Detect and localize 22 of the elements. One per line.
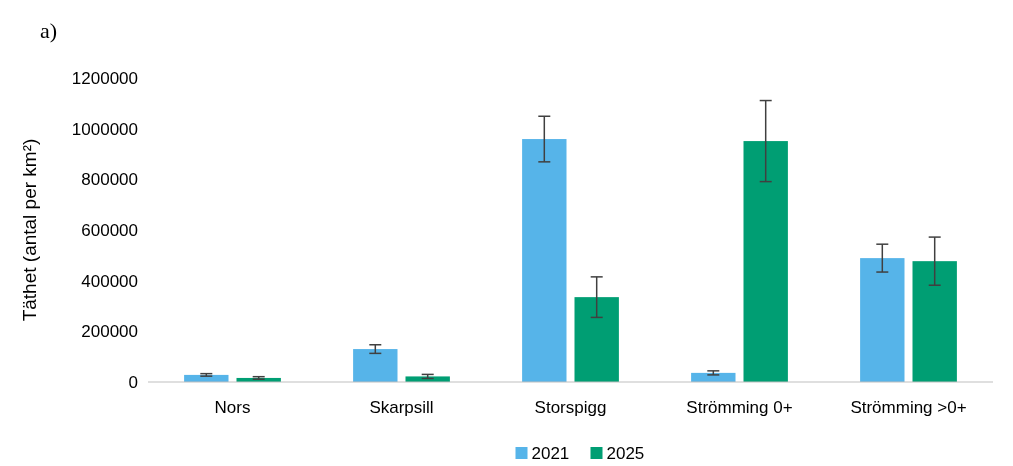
x-tick-label: Nors (214, 398, 251, 417)
bar (574, 297, 619, 382)
y-tick-label: 800000 (81, 170, 138, 190)
y-tick-label: 1200000 (71, 68, 138, 88)
x-tick-label: Strömming 0+ (686, 398, 793, 417)
chart-title: a) (40, 18, 58, 43)
bar (912, 261, 957, 382)
legend-label: 2025 (606, 444, 645, 463)
y-tick-label: 200000 (81, 322, 138, 342)
bar (353, 349, 398, 382)
y-axis-title: Täthet (antal per km²) (19, 138, 40, 322)
bar (743, 141, 788, 382)
y-tick-label: 600000 (81, 220, 138, 240)
y-tick-label: 0 (128, 372, 138, 392)
y-tick-label: 1000000 (71, 119, 138, 139)
x-tick-label: Storspigg (534, 398, 607, 417)
bar (522, 139, 567, 382)
x-tick-label: Skarpsill (369, 398, 434, 417)
x-tick-label: Strömming >0+ (850, 398, 967, 417)
legend-label: 2021 (531, 444, 570, 463)
y-tick-label: 400000 (81, 271, 138, 291)
bar (860, 258, 905, 382)
